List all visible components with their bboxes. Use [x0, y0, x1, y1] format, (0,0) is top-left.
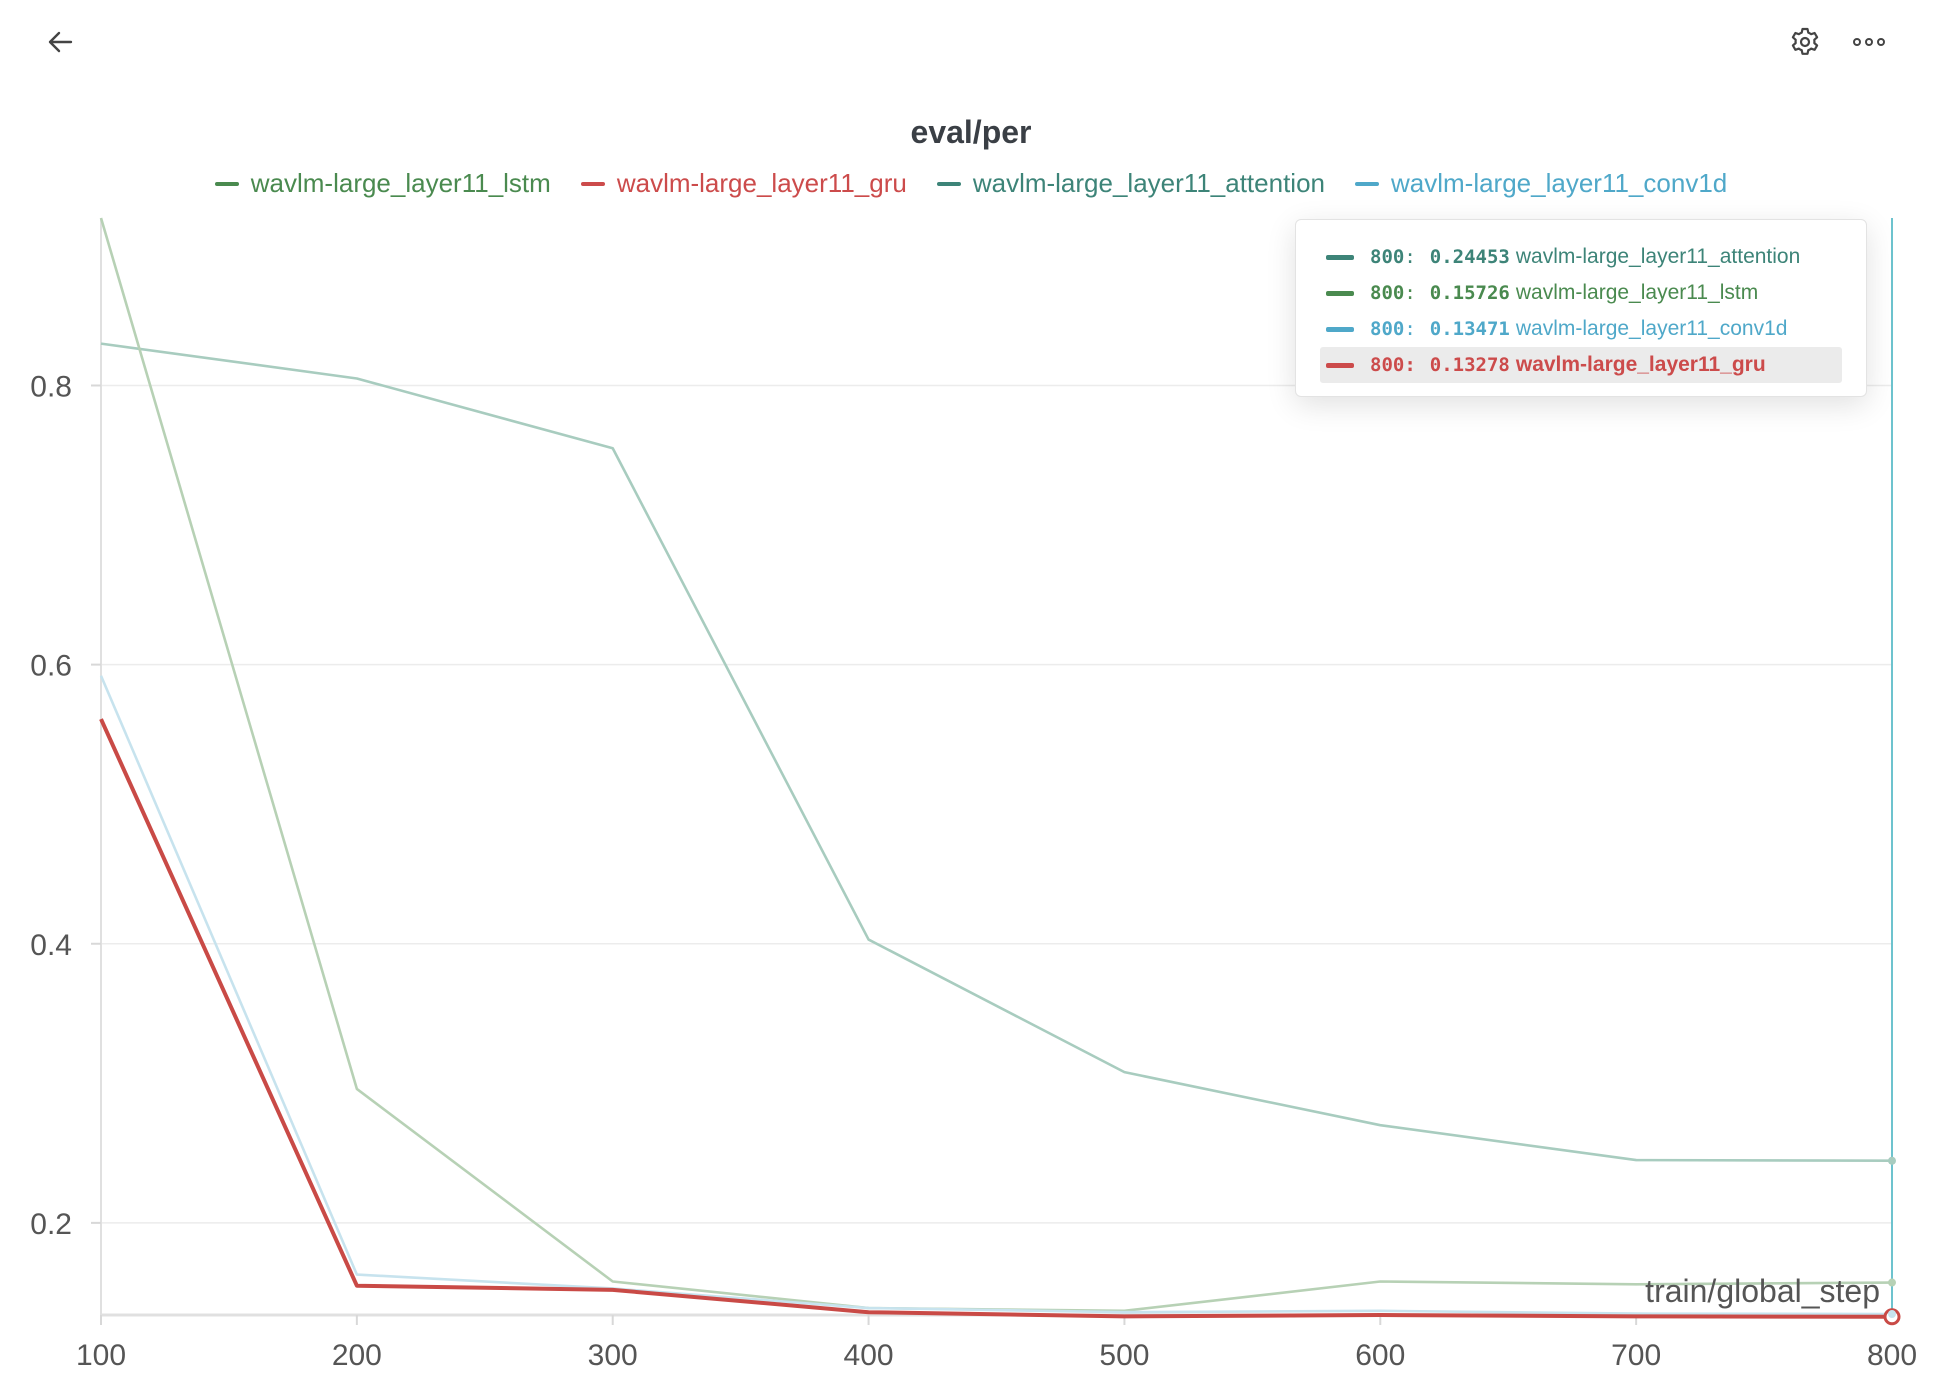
series-line-wavlm-large_layer11_gru[interactable]	[99, 718, 1893, 1319]
y-tick-label: 0.2	[30, 1208, 72, 1241]
tooltip-separator: :	[1404, 318, 1416, 340]
tooltip-row: 800:0.13278 wavlm-large_layer11_gru	[1320, 347, 1842, 383]
hover-point	[1888, 1278, 1896, 1287]
legend-label: wavlm-large_layer11_conv1d	[1390, 168, 1728, 198]
tooltip-separator: :	[1404, 354, 1416, 376]
tooltip-swatch	[1326, 290, 1354, 296]
tooltip-value: 0.13278	[1429, 354, 1510, 376]
legend-swatch	[936, 181, 961, 186]
x-tick-label: 600	[1355, 1339, 1405, 1372]
chart-title: eval/per	[910, 114, 1032, 150]
x-tick-label: 100	[76, 1339, 126, 1372]
legend-item[interactable]: wavlm-large_layer11_conv1d	[1354, 168, 1728, 199]
y-tick-label: 0.6	[30, 650, 72, 683]
x-tick-label: 400	[844, 1339, 894, 1372]
tooltip-swatch	[1326, 254, 1354, 260]
legend-label: wavlm-large_layer11_attention	[972, 168, 1325, 198]
tooltip-value: 0.15726	[1429, 282, 1510, 304]
tooltip-value: 0.24453	[1429, 246, 1510, 268]
tooltip-row: 800:0.15726 wavlm-large_layer11_lstm	[1320, 275, 1842, 311]
settings-button[interactable]	[1781, 20, 1829, 68]
tooltip-step: 800	[1370, 282, 1405, 304]
arrow-left-icon	[45, 27, 75, 62]
tooltip-step: 800	[1370, 318, 1405, 340]
tooltip-row: 800:0.13471 wavlm-large_layer11_conv1d	[1320, 311, 1842, 347]
hover-tooltip: 800:0.24453 wavlm-large_layer11_attention…	[1295, 219, 1867, 397]
legend-item[interactable]: wavlm-large_layer11_attention	[936, 168, 1325, 199]
gear-icon	[1789, 26, 1821, 63]
tooltip-swatch	[1326, 362, 1354, 368]
tooltip-separator: :	[1404, 282, 1416, 304]
tooltip-step: 800	[1370, 246, 1405, 268]
legend-item[interactable]: wavlm-large_layer11_lstm	[214, 168, 551, 199]
tooltip-row: 800:0.24453 wavlm-large_layer11_attention	[1320, 239, 1842, 275]
hover-cursor	[1883, 218, 1901, 1326]
tooltip-swatch	[1326, 326, 1354, 332]
y-tick-label: 0.4	[30, 929, 72, 962]
chart-legend: wavlm-large_layer11_lstm wavlm-large_laye…	[0, 168, 1942, 199]
legend-swatch	[580, 181, 605, 186]
x-tick-label: 700	[1611, 1339, 1661, 1372]
y-tick-label: 0.8	[30, 370, 72, 403]
x-tick-label: 300	[588, 1339, 638, 1372]
x-tick-label: 500	[1099, 1339, 1149, 1372]
tooltip-series-name: wavlm-large_layer11_conv1d	[1515, 317, 1788, 340]
series-lines	[99, 217, 1893, 1319]
tooltip-separator: :	[1404, 246, 1416, 268]
ellipsis-icon	[1852, 35, 1886, 53]
legend-item[interactable]: wavlm-large_layer11_gru	[580, 168, 907, 199]
tooltip-series-name: wavlm-large_layer11_lstm	[1515, 281, 1759, 304]
legend-swatch	[214, 181, 239, 186]
tooltip-series-name: wavlm-large_layer11_gru	[1515, 353, 1766, 376]
tooltip-series-name: wavlm-large_layer11_attention	[1515, 245, 1801, 268]
series-line-wavlm-large_layer11_attention[interactable]	[100, 342, 1893, 1163]
x-tick-label: 800	[1867, 1339, 1917, 1372]
hover-point	[1888, 1310, 1896, 1319]
legend-label: wavlm-large_layer11_gru	[616, 168, 907, 198]
more-options-button[interactable]	[1845, 20, 1893, 68]
series-line-wavlm-large_layer11_conv1d[interactable]	[99, 675, 1893, 1316]
tooltip-value: 0.13471	[1429, 318, 1510, 340]
legend-swatch	[1354, 181, 1379, 186]
back-button[interactable]	[36, 20, 84, 68]
tooltip-step: 800	[1370, 354, 1405, 376]
legend-label: wavlm-large_layer11_lstm	[250, 168, 551, 198]
x-axis-label: train/global_step	[1645, 1273, 1880, 1309]
hover-point	[1888, 1156, 1896, 1165]
x-tick-label: 200	[332, 1339, 382, 1372]
tick-labels: 100 200 300 400 500 600 700 800 0.2 0.4 0.6 0.8 trai…	[30, 370, 1917, 1372]
